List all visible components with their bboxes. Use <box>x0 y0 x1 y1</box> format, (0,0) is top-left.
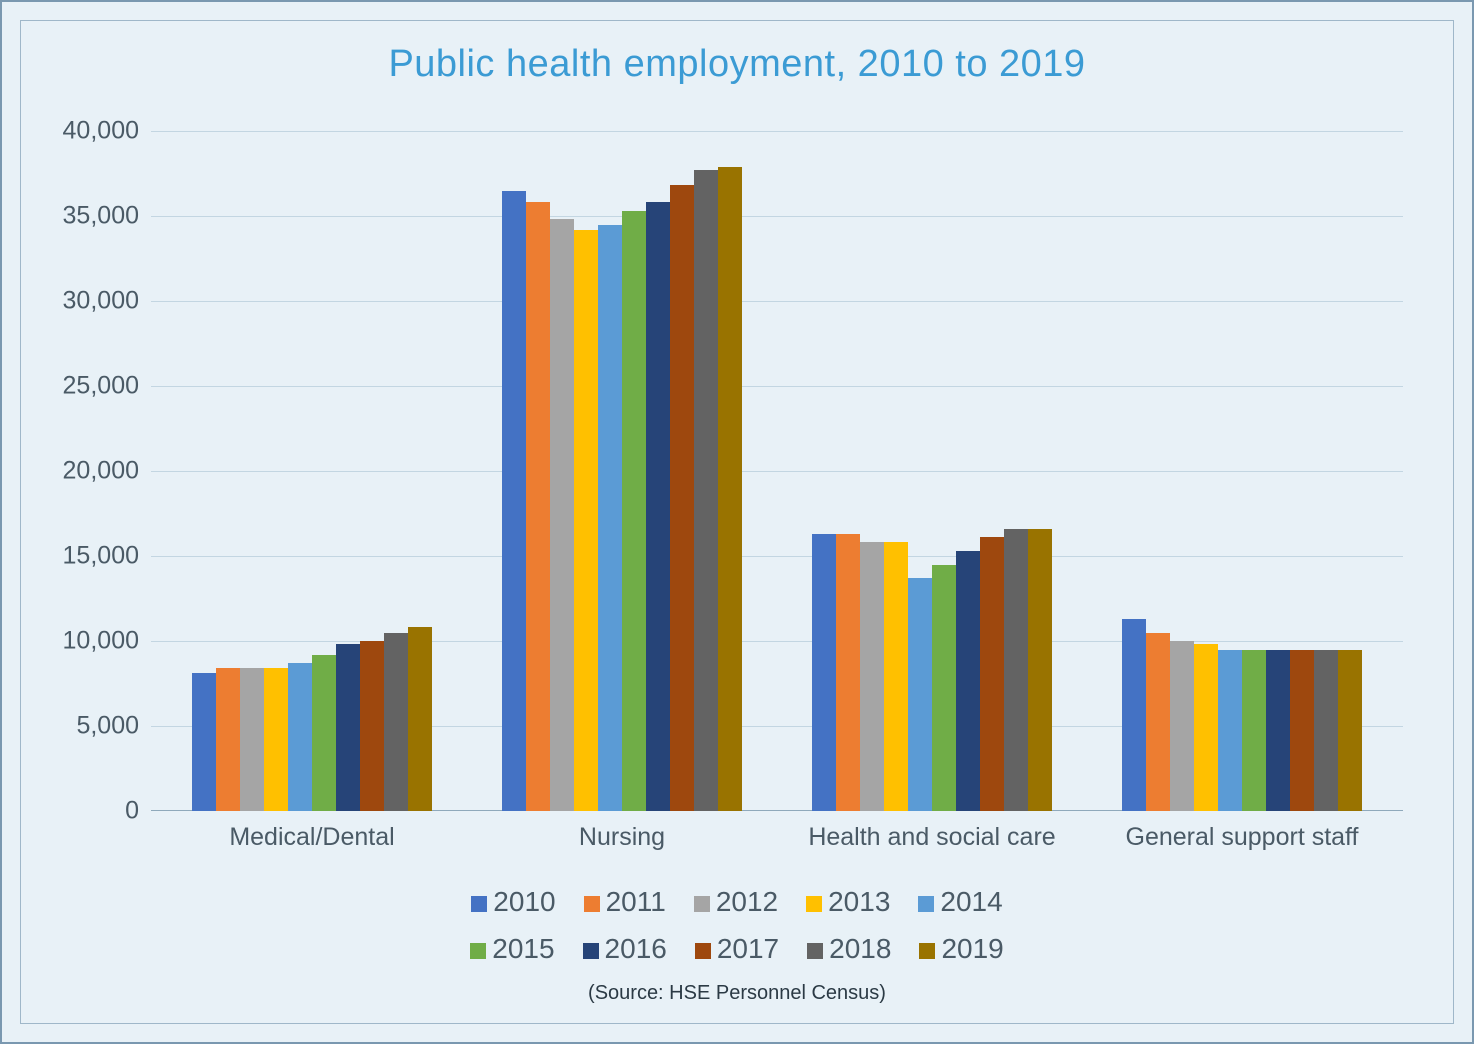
bar <box>860 542 884 811</box>
legend-swatch <box>918 896 934 912</box>
legend-label: 2013 <box>828 886 890 917</box>
gridline <box>151 641 1403 642</box>
bar <box>526 202 550 811</box>
y-tick-label: 15,000 <box>63 542 139 571</box>
legend: 2010 2011 2012 2013 2014 2015 2016 2017 2018 2019 <box>21 881 1453 975</box>
bar <box>408 627 432 811</box>
chart-title: Public health employment, 2010 to 2019 <box>21 43 1453 86</box>
plot-area: 05,00010,00015,00020,00025,00030,00035,0… <box>151 131 1403 811</box>
bar <box>694 170 718 811</box>
gridline <box>151 131 1403 132</box>
legend-item: 2014 <box>918 881 1002 923</box>
bar <box>980 537 1004 811</box>
legend-label: 2010 <box>493 886 555 917</box>
bar <box>1290 650 1314 812</box>
legend-swatch <box>583 943 599 959</box>
legend-item: 2011 <box>584 881 666 923</box>
bar <box>216 668 240 811</box>
gridline <box>151 301 1403 302</box>
x-tick-label: Medical/Dental <box>229 823 394 852</box>
bar <box>384 633 408 812</box>
legend-row: 2010 2011 2012 2013 2014 <box>21 881 1453 928</box>
x-tick-label: Nursing <box>579 823 665 852</box>
bar <box>336 644 360 811</box>
bar <box>956 551 980 811</box>
gridline <box>151 471 1403 472</box>
legend-item: 2013 <box>806 881 890 923</box>
legend-label: 2017 <box>717 933 779 964</box>
bar <box>1004 529 1028 811</box>
legend-item: 2018 <box>807 928 891 970</box>
bar <box>312 655 336 811</box>
bar <box>932 565 956 812</box>
bar <box>1218 650 1242 812</box>
legend-swatch <box>694 896 710 912</box>
legend-swatch <box>806 896 822 912</box>
legend-swatch <box>807 943 823 959</box>
legend-item: 2015 <box>470 928 554 970</box>
bar <box>1170 641 1194 811</box>
y-tick-label: 30,000 <box>63 287 139 316</box>
bar <box>264 668 288 811</box>
legend-swatch <box>695 943 711 959</box>
y-tick-label: 0 <box>125 797 139 826</box>
gridline <box>151 216 1403 217</box>
bar <box>646 202 670 811</box>
legend-label: 2019 <box>941 933 1003 964</box>
y-tick-label: 25,000 <box>63 372 139 401</box>
x-tick-label: General support staff <box>1125 823 1358 852</box>
bar <box>192 673 216 811</box>
bar <box>360 641 384 811</box>
bar <box>1028 529 1052 811</box>
bar <box>288 663 312 811</box>
legend-label: 2016 <box>605 933 667 964</box>
legend-swatch <box>470 943 486 959</box>
bar <box>1146 633 1170 812</box>
gridline <box>151 386 1403 387</box>
bar <box>908 578 932 811</box>
y-tick-label: 10,000 <box>63 627 139 656</box>
x-tick-label: Health and social care <box>808 823 1055 852</box>
bar <box>812 534 836 811</box>
legend-swatch <box>919 943 935 959</box>
bar <box>622 211 646 811</box>
bar <box>670 185 694 811</box>
bar <box>1122 619 1146 811</box>
bar <box>502 191 526 812</box>
chart-inner-frame: Public health employment, 2010 to 2019 0… <box>20 20 1454 1024</box>
y-tick-label: 40,000 <box>63 117 139 146</box>
legend-swatch <box>471 896 487 912</box>
legend-label: 2011 <box>606 886 666 917</box>
legend-item: 2017 <box>695 928 779 970</box>
gridline <box>151 556 1403 557</box>
bar <box>574 230 598 811</box>
bar <box>1266 650 1290 812</box>
legend-label: 2018 <box>829 933 891 964</box>
y-tick-label: 20,000 <box>63 457 139 486</box>
bar <box>550 219 574 811</box>
bar <box>836 534 860 811</box>
bar <box>718 167 742 811</box>
legend-label: 2012 <box>716 886 778 917</box>
bar <box>598 225 622 812</box>
bar <box>1314 650 1338 812</box>
bar <box>240 668 264 811</box>
legend-swatch <box>584 896 600 912</box>
legend-item: 2010 <box>471 881 555 923</box>
chart-outer-frame: Public health employment, 2010 to 2019 0… <box>0 0 1474 1044</box>
bar <box>884 542 908 811</box>
bar <box>1338 650 1362 812</box>
bar <box>1194 644 1218 811</box>
y-tick-label: 35,000 <box>63 202 139 231</box>
legend-item: 2012 <box>694 881 778 923</box>
legend-label: 2015 <box>492 933 554 964</box>
y-tick-label: 5,000 <box>76 712 139 741</box>
legend-label: 2014 <box>940 886 1002 917</box>
bar <box>1242 650 1266 812</box>
legend-item: 2019 <box>919 928 1003 970</box>
source-note: (Source: HSE Personnel Census) <box>21 982 1453 1005</box>
legend-item: 2016 <box>583 928 667 970</box>
legend-row: 2015 2016 2017 2018 2019 <box>21 928 1453 975</box>
